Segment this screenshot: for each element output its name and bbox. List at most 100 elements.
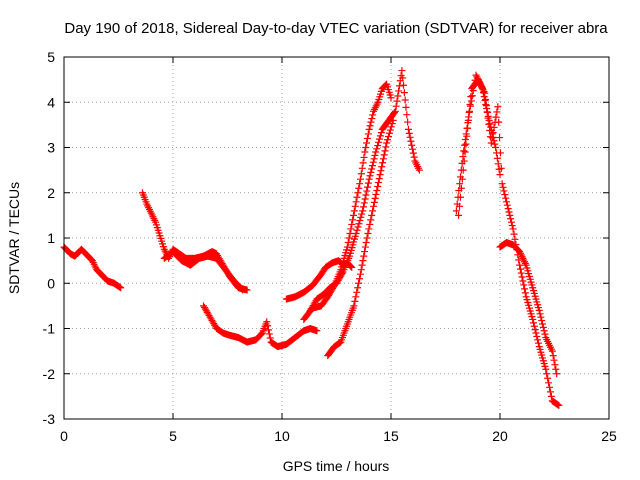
data-point [357, 170, 365, 178]
data-point [535, 306, 543, 314]
data-point [375, 175, 383, 183]
data-point [462, 140, 470, 148]
data-point [409, 145, 417, 153]
data-point [551, 361, 559, 369]
data-point [496, 171, 504, 179]
series-arc-11 [496, 239, 561, 378]
y-tick-label: 2 [47, 185, 55, 201]
data-point [460, 147, 468, 155]
data-point [520, 256, 528, 264]
data-point [542, 365, 550, 373]
data-point [355, 279, 363, 287]
data-point [358, 261, 366, 269]
data-point [521, 285, 529, 293]
data-point [402, 103, 410, 111]
data-point [492, 113, 500, 121]
data-point [494, 160, 502, 168]
data-point [466, 101, 474, 109]
data-point [415, 166, 423, 174]
data-point [530, 319, 538, 327]
data-point [266, 334, 274, 342]
y-tick-label: -3 [43, 411, 56, 427]
data-point [539, 320, 547, 328]
data-point [479, 86, 487, 94]
data-point [482, 102, 490, 110]
data-point [504, 205, 512, 213]
data-point [359, 207, 367, 215]
data-point [351, 297, 359, 305]
data-point [483, 108, 491, 116]
data-point [496, 149, 504, 157]
data-point [359, 159, 367, 167]
data-point [373, 186, 381, 194]
data-point [369, 158, 377, 166]
data-point [474, 76, 482, 84]
data-point [381, 147, 389, 155]
data-point [361, 248, 369, 256]
data-point [376, 171, 384, 179]
data-point [519, 277, 527, 285]
data-point [370, 202, 378, 210]
data-point [354, 189, 362, 197]
data-point [497, 164, 505, 172]
data-point [372, 190, 380, 198]
data-point [518, 253, 526, 261]
data-point [361, 195, 369, 203]
data-point [375, 138, 383, 146]
y-tick-label: -1 [43, 321, 56, 337]
data-point [458, 175, 466, 183]
data-point [362, 144, 370, 151]
data-point [263, 318, 271, 326]
data-point [359, 257, 367, 265]
data-point [478, 84, 486, 92]
data-point [506, 211, 514, 219]
data-point [544, 374, 552, 382]
data-point [477, 82, 485, 90]
data-point [534, 336, 542, 344]
data-point [346, 229, 354, 237]
data-point [364, 130, 372, 138]
data-point [457, 184, 465, 192]
y-axis-ticks: -3 -2 -1 0 1 2 3 4 5 [43, 49, 609, 427]
data-point [503, 201, 511, 209]
data-point [398, 67, 406, 75]
data-point [545, 379, 553, 387]
data-point [370, 155, 378, 163]
data-point [500, 187, 508, 195]
data-point [364, 179, 372, 187]
data-point [546, 388, 554, 396]
data-point [379, 155, 387, 163]
data-point [383, 139, 391, 147]
data-point [369, 111, 377, 119]
data-point [399, 74, 407, 82]
data-point [352, 198, 360, 206]
data-point [491, 140, 499, 148]
data-point [505, 208, 513, 216]
data-point [353, 288, 361, 296]
data-point [370, 198, 378, 206]
data-point [488, 134, 496, 142]
data-point [521, 258, 529, 266]
data-point [349, 216, 357, 224]
data-point [529, 315, 537, 323]
data-point [395, 87, 403, 95]
data-point [534, 339, 542, 347]
data-point [511, 235, 519, 243]
data-point [519, 254, 527, 262]
data-point [461, 148, 469, 156]
data-point [493, 108, 501, 116]
data-point [485, 120, 493, 128]
data-point [531, 326, 539, 334]
data-point [365, 225, 373, 233]
data-point [391, 107, 399, 115]
data-point [384, 136, 392, 144]
data-point [552, 365, 560, 373]
data-points [60, 67, 563, 409]
data-point [374, 142, 382, 150]
data-point [476, 79, 484, 87]
data-point [348, 263, 356, 271]
x-tick-label: 25 [601, 428, 617, 444]
data-point [356, 175, 364, 183]
data-point [496, 134, 504, 142]
data-point [489, 129, 497, 137]
